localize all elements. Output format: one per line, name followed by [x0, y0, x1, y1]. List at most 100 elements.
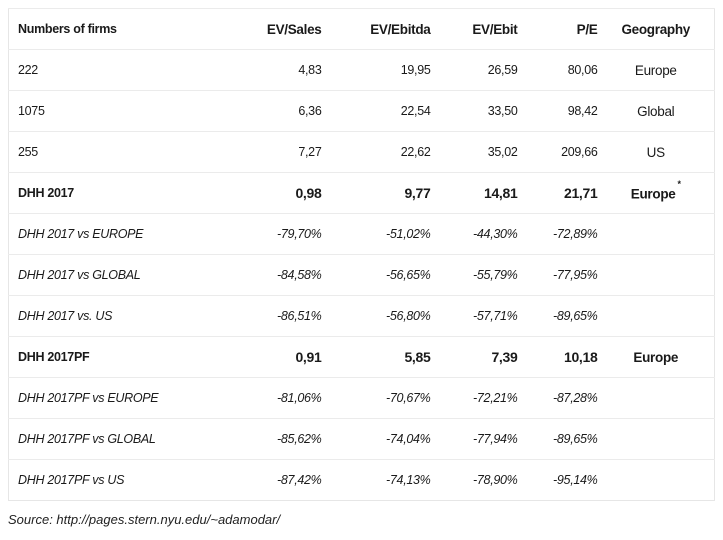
cell-ev-sales: -81,06% — [241, 377, 322, 419]
pe-text: 10,18 — [563, 349, 598, 365]
cell-firm-count: DHH 2017PF vs EUROPE — [8, 377, 242, 419]
cell-ev-ebit: 26,59 — [430, 49, 518, 91]
cell-ev-ebit: -78,90% — [430, 459, 518, 501]
ev-ebit-text: -77,94% — [473, 432, 518, 446]
table-row: DHH 2017PF 0,91 5,85 7,39 10,18 Europe — [8, 336, 715, 378]
cell-ev-ebitda: -74,13% — [321, 459, 431, 501]
firm-count-text: DHH 2017PF vs US — [18, 473, 125, 487]
cell-ev-ebitda: -56,80% — [321, 295, 431, 337]
ev-ebit-text: 35,02 — [487, 145, 518, 159]
table-row: DHH 2017 vs GLOBAL -84,58% -56,65% -55,79% -… — [8, 254, 715, 296]
cell-ev-ebit: -55,79% — [430, 254, 518, 296]
cell-ev-sales: -79,70% — [241, 213, 322, 255]
header-firm-count: Numbers of firms — [8, 8, 242, 50]
cell-geography: Europe — [597, 49, 715, 91]
ev-ebit-text: 26,59 — [487, 63, 518, 77]
cell-ev-ebitda: -70,67% — [321, 377, 431, 419]
header-ev-sales: EV/Sales — [241, 8, 322, 50]
cell-ev-ebitda: 9,77 — [321, 172, 431, 214]
table-row: DHH 2017 vs EUROPE -79,70% -51,02% -44,30% -… — [8, 213, 715, 255]
cell-ev-ebit: 35,02 — [430, 131, 518, 173]
pe-text: -77,95% — [553, 268, 598, 282]
cell-pe: -72,89% — [517, 213, 598, 255]
cell-ev-ebit: -44,30% — [430, 213, 518, 255]
ev-ebit-text: 33,50 — [487, 104, 518, 118]
ev-ebitda-text: 19,95 — [400, 63, 431, 77]
cell-firm-count: 1075 — [8, 90, 242, 132]
firm-count-text: DHH 2017PF — [18, 350, 90, 364]
cell-ev-sales: -85,62% — [241, 418, 322, 460]
cell-ev-ebitda: 22,54 — [321, 90, 431, 132]
ev-sales-text: 0,98 — [295, 185, 322, 201]
cell-pe: 80,06 — [517, 49, 598, 91]
cell-firm-count: DHH 2017PF — [8, 336, 242, 378]
header-pe: P/E — [517, 8, 598, 50]
ev-sales-text: -81,06% — [277, 391, 322, 405]
ev-ebitda-text: 22,54 — [400, 104, 431, 118]
ev-ebitda-text: -56,65% — [386, 268, 431, 282]
pe-text: -95,14% — [553, 473, 598, 487]
geography-text: Europe — [634, 62, 677, 78]
table-row: DHH 2017PF vs GLOBAL -85,62% -74,04% -77,94… — [8, 418, 715, 460]
valuation-multiples-table: Numbers of firms EV/Sales EV/Ebitda EV/Ebit… — [8, 8, 715, 501]
ev-sales-text: -79,70% — [277, 227, 322, 241]
cell-firm-count: DHH 2017PF vs GLOBAL — [8, 418, 242, 460]
pe-text: -89,65% — [553, 309, 598, 323]
table-row: DHH 2017PF vs US -87,42% -74,13% -78,90% -95… — [8, 459, 715, 501]
pe-text: P/E — [576, 21, 598, 37]
pe-text: 80,06 — [567, 63, 598, 77]
ev-ebitda-text: 9,77 — [404, 185, 431, 201]
firm-count-text: DHH 2017 vs. US — [18, 309, 113, 323]
ev-ebitda-text: -56,80% — [386, 309, 431, 323]
ev-ebit-text: 14,81 — [483, 185, 518, 201]
geography-text: Europe — [633, 349, 679, 365]
pe-text: -89,65% — [553, 432, 598, 446]
source-note: Source: http://pages.stern.nyu.edu/~adam… — [8, 512, 281, 527]
cell-firm-count: DHH 2017 vs EUROPE — [8, 213, 242, 255]
cell-geography — [597, 418, 715, 460]
ev-ebitda-text: -70,67% — [386, 391, 431, 405]
cell-ev-ebitda: -56,65% — [321, 254, 431, 296]
table-row: DHH 2017 vs. US -86,51% -56,80% -57,71% -89,… — [8, 295, 715, 337]
cell-ev-ebit: -72,21% — [430, 377, 518, 419]
pe-text: 209,66 — [561, 145, 598, 159]
cell-ev-sales: -87,42% — [241, 459, 322, 501]
ev-ebit-text: 7,39 — [491, 349, 518, 365]
ev-sales-text: EV/Sales — [266, 21, 322, 37]
cell-ev-ebitda: -74,04% — [321, 418, 431, 460]
cell-ev-sales: -84,58% — [241, 254, 322, 296]
cell-ev-sales: 6,36 — [241, 90, 322, 132]
ev-ebit-text: -55,79% — [473, 268, 518, 282]
ev-ebitda-text: EV/Ebitda — [370, 21, 431, 37]
cell-geography: Europe — [597, 336, 715, 378]
cell-ev-ebit: -57,71% — [430, 295, 518, 337]
firm-count-text: DHH 2017PF vs EUROPE — [18, 391, 159, 405]
firm-count-text: 1075 — [18, 104, 45, 118]
ev-sales-text: -87,42% — [277, 473, 322, 487]
table-row: 1075 6,36 22,54 33,50 98,42 Global — [8, 90, 715, 132]
cell-ev-ebit: 33,50 — [430, 90, 518, 132]
cell-geography — [597, 254, 715, 296]
cell-geography — [597, 377, 715, 419]
cell-firm-count: 222 — [8, 49, 242, 91]
ev-ebitda-text: -51,02% — [386, 227, 431, 241]
ev-ebit-text: -44,30% — [473, 227, 518, 241]
table-header-row: Numbers of firms EV/Sales EV/Ebitda EV/Ebit… — [8, 8, 715, 50]
ev-sales-text: -86,51% — [277, 309, 322, 323]
cell-pe: -89,65% — [517, 295, 598, 337]
cell-ev-sales: 7,27 — [241, 131, 322, 173]
pe-text: 98,42 — [567, 104, 598, 118]
pe-text: -87,28% — [553, 391, 598, 405]
cell-ev-ebit: -77,94% — [430, 418, 518, 460]
geography-text: Europe — [630, 186, 676, 202]
cell-geography: Europe* — [597, 172, 715, 214]
ev-ebitda-text: -74,04% — [386, 432, 431, 446]
cell-pe: -95,14% — [517, 459, 598, 501]
table-row: DHH 2017PF vs EUROPE -81,06% -70,67% -72,21… — [8, 377, 715, 419]
cell-ev-ebitda: 19,95 — [321, 49, 431, 91]
firm-count-text: DHH 2017 — [18, 186, 74, 200]
table-row: 222 4,83 19,95 26,59 80,06 Europe — [8, 49, 715, 91]
table-row: 255 7,27 22,62 35,02 209,66 US — [8, 131, 715, 173]
ev-ebit-text: -78,90% — [473, 473, 518, 487]
ev-ebitda-text: 5,85 — [404, 349, 431, 365]
